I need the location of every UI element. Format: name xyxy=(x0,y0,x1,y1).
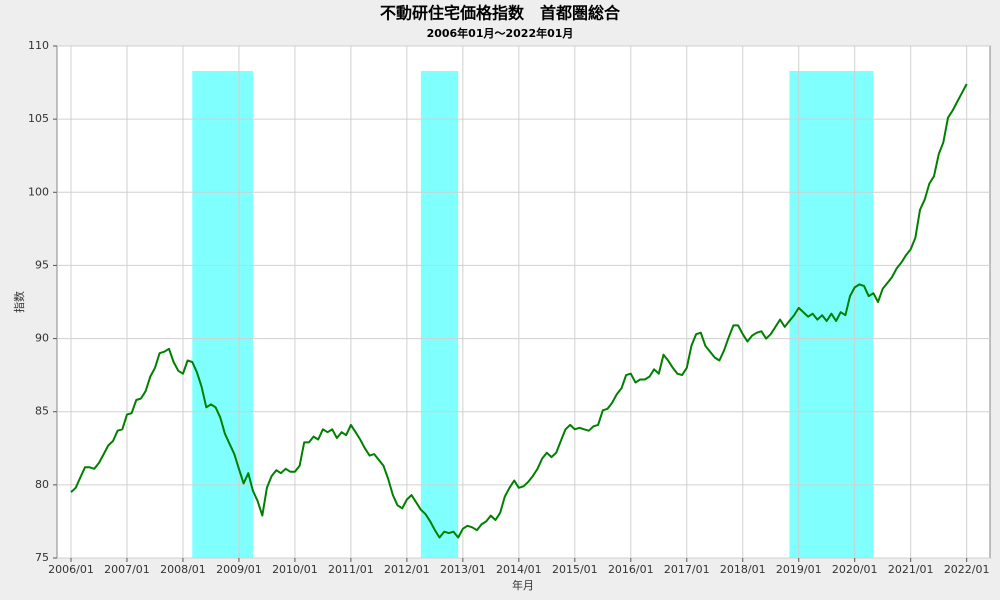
x-tick-label: 2014/01 xyxy=(496,563,542,576)
x-tick-label: 2019/01 xyxy=(776,563,822,576)
y-axis-label: 指数 xyxy=(12,291,26,313)
y-tick-label: 105 xyxy=(28,112,49,125)
shaded-period xyxy=(420,71,459,558)
x-tick-label: 2018/01 xyxy=(720,563,766,576)
x-tick-label: 2020/01 xyxy=(832,563,878,576)
x-tick-label: 2007/01 xyxy=(104,563,150,576)
x-axis-label: 年月 xyxy=(512,578,534,592)
x-tick-label: 2010/01 xyxy=(272,563,318,576)
chart-title: 不動研住宅価格指数 首都圏総合 xyxy=(380,4,621,23)
y-tick-label: 75 xyxy=(35,551,49,564)
x-tick-label: 2006/01 xyxy=(48,563,94,576)
x-tick-label: 2008/01 xyxy=(160,563,206,576)
x-tick-label: 2011/01 xyxy=(328,563,374,576)
y-tick-label: 110 xyxy=(28,39,49,52)
x-tick-label: 2022/01 xyxy=(944,563,990,576)
x-tick-label: 2012/01 xyxy=(384,563,430,576)
x-tick-label: 2013/01 xyxy=(440,563,486,576)
y-tick-label: 85 xyxy=(35,405,49,418)
x-tick-label: 2016/01 xyxy=(608,563,654,576)
data-line xyxy=(70,83,968,539)
x-tick-label: 2021/01 xyxy=(888,563,934,576)
y-tick-label: 95 xyxy=(35,258,49,271)
shaded-period xyxy=(192,71,253,558)
x-tick-label: 2017/01 xyxy=(664,563,710,576)
x-tick-label: 2009/01 xyxy=(216,563,262,576)
y-tick-label: 90 xyxy=(35,332,49,345)
y-tick-label: 100 xyxy=(28,185,49,198)
x-tick-label: 2015/01 xyxy=(552,563,598,576)
y-tick-label: 80 xyxy=(35,478,49,491)
chart-subtitle: 2006年01月～2022年01月 xyxy=(427,26,574,40)
